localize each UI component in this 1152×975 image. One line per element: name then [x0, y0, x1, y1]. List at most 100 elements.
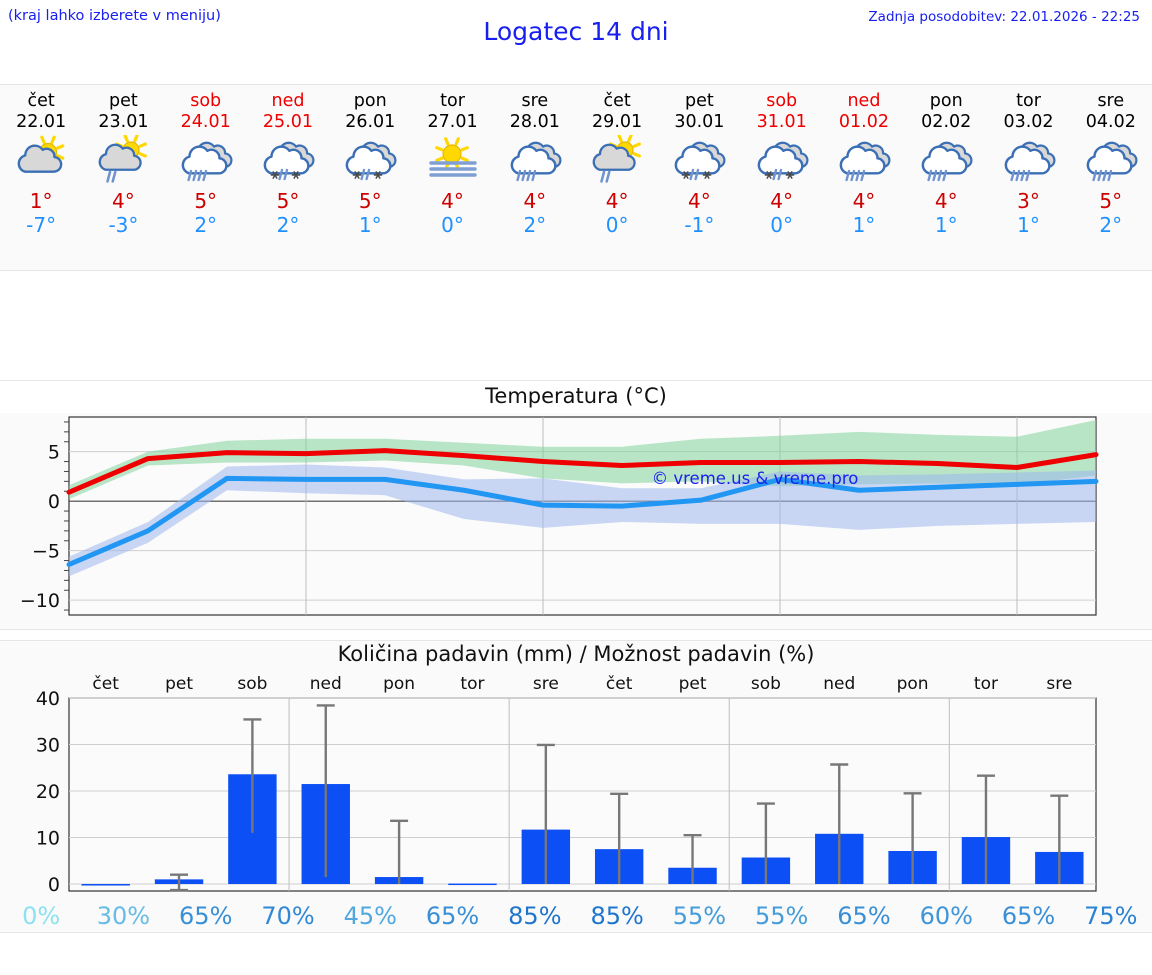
- day-min-temp: 0°: [441, 213, 464, 237]
- day-max-temp: 4°: [934, 189, 958, 213]
- day-name: sob: [190, 91, 222, 111]
- day-date: 01.02: [838, 112, 889, 132]
- sun-cloud-rain-icon: [93, 135, 153, 187]
- day-column[interactable]: tor 03.02 3° 1°: [987, 85, 1069, 270]
- precip-day-label: sre: [533, 674, 559, 694]
- cloud-sleet-icon: [340, 135, 400, 187]
- day-date: 31.01: [756, 112, 807, 132]
- day-max-temp: 5°: [194, 189, 218, 213]
- cloud-rain-icon: [999, 135, 1059, 187]
- day-name: pon: [929, 91, 963, 111]
- precip-y-tick-label: 30: [36, 735, 60, 757]
- day-max-temp: 4°: [523, 189, 547, 213]
- day-max-temp: 4°: [112, 189, 135, 213]
- precip-day-label: pon: [897, 674, 929, 694]
- day-name: čet: [27, 91, 55, 111]
- temp-y-tick-label: −5: [32, 541, 60, 563]
- page-title: Logatec 14 dni: [483, 17, 669, 46]
- temp-y-tick-label: −10: [20, 590, 60, 612]
- day-name: pet: [109, 91, 138, 111]
- temperature-chart-svg: 5 0 −5 −10 © vreme.us & vreme.pro: [20, 416, 1099, 616]
- precip-y-tick-label: 10: [36, 828, 60, 850]
- precipitation-probability-label: 85%: [508, 902, 562, 930]
- cloud-sleet-icon: [258, 135, 318, 187]
- precip-y-tick-label: 0: [48, 874, 60, 896]
- precip-bar: [448, 883, 497, 886]
- day-name: čet: [603, 91, 631, 111]
- day-column[interactable]: ned 25.01 5° 2°: [247, 85, 329, 270]
- precip-day-label: ned: [823, 674, 855, 694]
- cloud-sleet-icon: [669, 135, 729, 187]
- precip-day-label: tor: [974, 674, 998, 694]
- cloud-rain-icon: [505, 135, 565, 187]
- precip-day-label: čet: [92, 674, 119, 694]
- temperature-chart-title: Temperatura (°C): [0, 381, 1152, 413]
- day-name: tor: [1016, 91, 1041, 111]
- day-column[interactable]: sob 24.01 5° 2°: [165, 85, 247, 270]
- day-name: sre: [521, 91, 549, 111]
- day-column[interactable]: tor 27.01 4° 0°: [411, 85, 493, 270]
- precipitation-probability-label: 65%: [1001, 902, 1056, 930]
- day-date: 30.01: [674, 112, 725, 132]
- day-date: 27.01: [427, 112, 478, 132]
- day-column[interactable]: sre 04.02 5° 2°: [1070, 85, 1152, 270]
- day-column[interactable]: čet 29.01 4° 0°: [576, 85, 658, 270]
- temperature-line: [66, 448, 1099, 495]
- day-column[interactable]: pon 26.01 5° 1°: [329, 85, 411, 270]
- day-date: 26.01: [345, 112, 396, 132]
- temperature-chart-panel: Temperatura (°C) 5 0 −5 −10 © vreme.us & vre…: [0, 380, 1152, 630]
- temp-y-tick-label: 5: [48, 442, 60, 464]
- day-min-temp: -3°: [108, 213, 139, 237]
- cloud-rain-icon: [916, 135, 976, 187]
- day-min-temp: 1°: [358, 213, 382, 237]
- precip-y-tick-label: 40: [36, 688, 60, 710]
- day-name: sob: [766, 91, 798, 111]
- day-name: ned: [271, 91, 305, 111]
- day-column[interactable]: pon 02.02 4° 1°: [905, 85, 987, 270]
- cloud-sleet-icon: [752, 135, 812, 187]
- day-date: 29.01: [592, 112, 643, 132]
- cloud-rain-icon: [1081, 135, 1141, 187]
- day-name: sre: [1097, 91, 1125, 111]
- day-column[interactable]: čet 22.01 1° -7°: [0, 85, 82, 270]
- day-max-temp: 5°: [276, 189, 300, 213]
- precip-day-label: pet: [679, 674, 707, 694]
- precip-day-label: sre: [1046, 674, 1072, 694]
- day-column[interactable]: pet 23.01 4° -3°: [82, 85, 164, 270]
- precipitation-chart-svg: 0 10 20 30 40 čet pet sob ned pon tor sre čet pet sob n…: [36, 674, 1097, 896]
- day-date: 22.01: [16, 112, 67, 132]
- menu-hint-text: (kraj lahko izberete v meniju): [8, 8, 221, 24]
- day-max-temp: 4°: [770, 189, 794, 213]
- day-min-temp: 1°: [1017, 213, 1040, 237]
- day-min-temp: 2°: [1099, 213, 1123, 237]
- precipitation-probability-label: 70%: [261, 902, 315, 930]
- day-date: 04.02: [1085, 112, 1136, 132]
- precipitation-probability-label: 45%: [343, 902, 397, 930]
- precipitation-probability-label: 60%: [919, 902, 973, 930]
- day-min-temp: -1°: [684, 213, 715, 237]
- sun-cloud-icon: [11, 135, 71, 187]
- day-min-temp: 1°: [852, 213, 876, 237]
- day-max-temp: 1°: [29, 189, 53, 213]
- daily-forecast-strip: čet 22.01 1° -7° pet 23.01 4° -3° sob 24.01 5° 2° ne…: [0, 84, 1152, 271]
- day-name: tor: [440, 91, 465, 111]
- page-header: (kraj lahko izberete v meniju) Logatec 1…: [0, 0, 1152, 80]
- day-name: ned: [847, 91, 881, 111]
- day-column[interactable]: sob 31.01 4° 0°: [741, 85, 823, 270]
- day-date: 23.01: [98, 112, 149, 132]
- day-date: 03.02: [1003, 112, 1054, 132]
- precip-day-label: ned: [310, 674, 342, 694]
- day-max-temp: 4°: [441, 189, 464, 213]
- day-min-temp: 2°: [194, 213, 218, 237]
- temp-y-tick-label: 0: [48, 491, 60, 513]
- day-column[interactable]: ned 01.02 4° 1°: [823, 85, 905, 270]
- sun-cloud-rain-icon: [587, 135, 647, 187]
- day-column[interactable]: sre 28.01 4° 2°: [494, 85, 576, 270]
- day-max-temp: 4°: [852, 189, 876, 213]
- precipitation-probability-label: 0%: [22, 902, 61, 930]
- day-max-temp: 4°: [605, 189, 629, 213]
- day-column[interactable]: pet 30.01 4° -1°: [658, 85, 740, 270]
- day-date: 25.01: [262, 112, 314, 132]
- precip-bar: [81, 884, 130, 886]
